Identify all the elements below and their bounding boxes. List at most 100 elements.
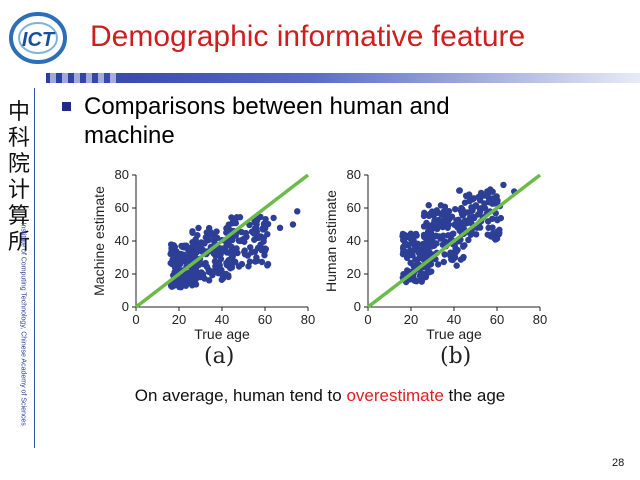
scatter-point [247,244,254,251]
scatter-point [214,248,221,256]
scatter-point [168,244,175,252]
scatter-point [254,244,262,252]
summary-prefix: On average, human tend to [134,386,347,405]
scatter-point [401,248,408,256]
sidebar-char: 算 [7,204,30,229]
scatter-point [178,242,185,250]
scatter-point [235,237,243,244]
scatter-point [198,273,205,280]
scatter-point [193,273,201,281]
scatter-point [246,221,253,229]
chart-caption-a: (a) [204,344,235,369]
summary-suffix: the age [443,386,506,405]
scatter-point [226,256,234,263]
scatter-point [260,234,268,242]
y-axis-label: Machine estimate [91,186,107,296]
scatter-point [489,215,496,222]
x-tick-label: 60 [490,312,504,327]
reference-line [134,173,310,309]
scatter-point [294,208,301,215]
scatter-point [217,255,225,263]
scatter-point [489,224,496,231]
scatter-point [276,224,284,231]
scatter-point [213,228,220,235]
scatter-point [466,197,473,204]
scatter-point [423,231,431,238]
x-tick-label: 20 [172,312,186,327]
scatter-point [470,213,478,221]
scatter-point [189,229,196,236]
scatter-point [413,257,421,265]
scatter-point [190,251,198,258]
scatter-point [430,242,438,249]
scatter-point [448,231,456,238]
scatter-point [437,202,445,209]
scatter-point [438,211,445,218]
scatter-point [430,212,438,219]
scatter-point [241,238,248,245]
scatter-point [400,243,407,250]
y-tick-label: 0 [122,299,129,314]
scatter-point [426,225,434,232]
scatter-point [187,277,194,284]
scatter-point [453,248,460,255]
scatter-point [233,245,240,252]
scatter-point [226,238,233,245]
scatter-point [500,181,507,189]
scatter-point [440,258,447,266]
reference-line [366,173,542,309]
scatter-point [419,270,427,278]
scatter-points [399,181,518,286]
scatter-point [493,198,501,205]
scatter-point [181,254,189,262]
scatter-points [167,208,301,291]
scatter-point [241,248,248,255]
x-axis-label: True age [426,326,482,342]
scatter-point [231,258,239,265]
scatter-point [264,220,272,228]
summary-highlight: overestimate [346,386,444,405]
scatter-point [401,235,408,243]
scatter-point [248,249,255,256]
scatter-point [228,214,235,221]
scatter-point [175,254,182,261]
scatter-point [443,212,451,219]
scatter-point [463,219,471,227]
y-tick-label: 0 [354,299,361,314]
scatter-point [487,188,494,195]
scatter-point [421,209,428,217]
scatter-point [476,197,484,204]
summary-text: On average, human tend to overestimate t… [0,386,640,406]
scatter-point [264,262,271,269]
scatter-point [472,231,480,238]
scatter-point [225,221,232,228]
y-tick-label: 60 [347,200,361,215]
y-tick-label: 20 [347,266,361,281]
scatter-point [167,259,174,267]
scatter-point [228,243,235,251]
sidebar-char: 所 [7,230,30,255]
scatter-point [455,222,463,230]
institute-name: Institute of Computing Technology, Chine… [19,222,27,426]
x-tick-label: 20 [404,312,418,327]
scatter-point [425,212,433,220]
scatter-point [214,234,221,242]
sidebar-char: 科 [7,126,30,151]
sidebar-char: 院 [7,152,30,177]
scatter-point [195,224,202,232]
scatter-point [243,233,250,241]
y-tick-label: 60 [115,200,129,215]
scatter-point [194,232,201,239]
scatter-point [261,247,269,255]
scatter-point [207,228,214,236]
x-tick-label: 40 [447,312,461,327]
scatter-point [445,221,452,228]
scatter-point [218,245,226,252]
scatter-point [259,226,267,233]
scatter-point [497,214,505,222]
scatter-point [202,259,209,267]
scatter-point [238,228,245,236]
bullet-square-icon [62,102,71,111]
scatter-point [203,234,210,241]
